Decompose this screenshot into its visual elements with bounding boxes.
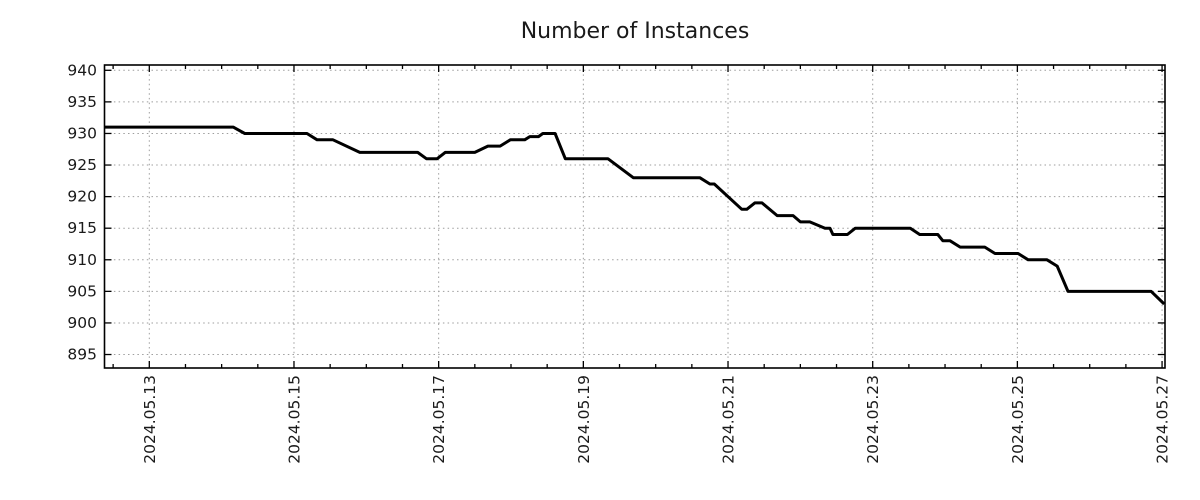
grid-lines (104, 65, 1165, 368)
y-tick-label: 905 (67, 282, 97, 300)
x-tick-label: 2024.05.27 (1154, 375, 1172, 464)
x-tick-label: 2024.05.21 (720, 375, 738, 464)
y-tick-label: 935 (67, 93, 97, 111)
x-axis-labels: 2024.05.13 2024.05.15 2024.05.17 2024.05.19… (141, 375, 1172, 464)
y-tick-label: 930 (67, 124, 97, 142)
y-tick-label: 895 (67, 346, 97, 364)
x-tick-label: 2024.05.15 (285, 375, 303, 464)
x-tick-label: 2024.05.13 (141, 375, 159, 464)
y-tick-label: 915 (67, 219, 97, 237)
x-tick-label: 2024.05.25 (1009, 375, 1027, 464)
series-instances (104, 125, 1166, 306)
y-tick-label: 940 (67, 61, 97, 79)
chart-title: Number of Instances (521, 19, 750, 44)
y-tick-label: 920 (67, 188, 97, 206)
y-tick-label: 900 (67, 314, 97, 332)
axis-ticks (104, 65, 1165, 368)
y-axis-labels: 895 900 905 910 915 920 925 930 935 940 (67, 61, 97, 363)
plot-border (103, 64, 1166, 369)
x-tick-label: 2024.05.19 (575, 375, 593, 464)
x-tick-label: 2024.05.23 (864, 375, 882, 464)
y-tick-label: 925 (67, 156, 97, 174)
plot-frame-rect (103, 64, 1166, 369)
y-tick-label: 910 (67, 251, 97, 269)
data-line-series (104, 125, 1166, 306)
x-tick-label: 2024.05.17 (430, 375, 448, 464)
